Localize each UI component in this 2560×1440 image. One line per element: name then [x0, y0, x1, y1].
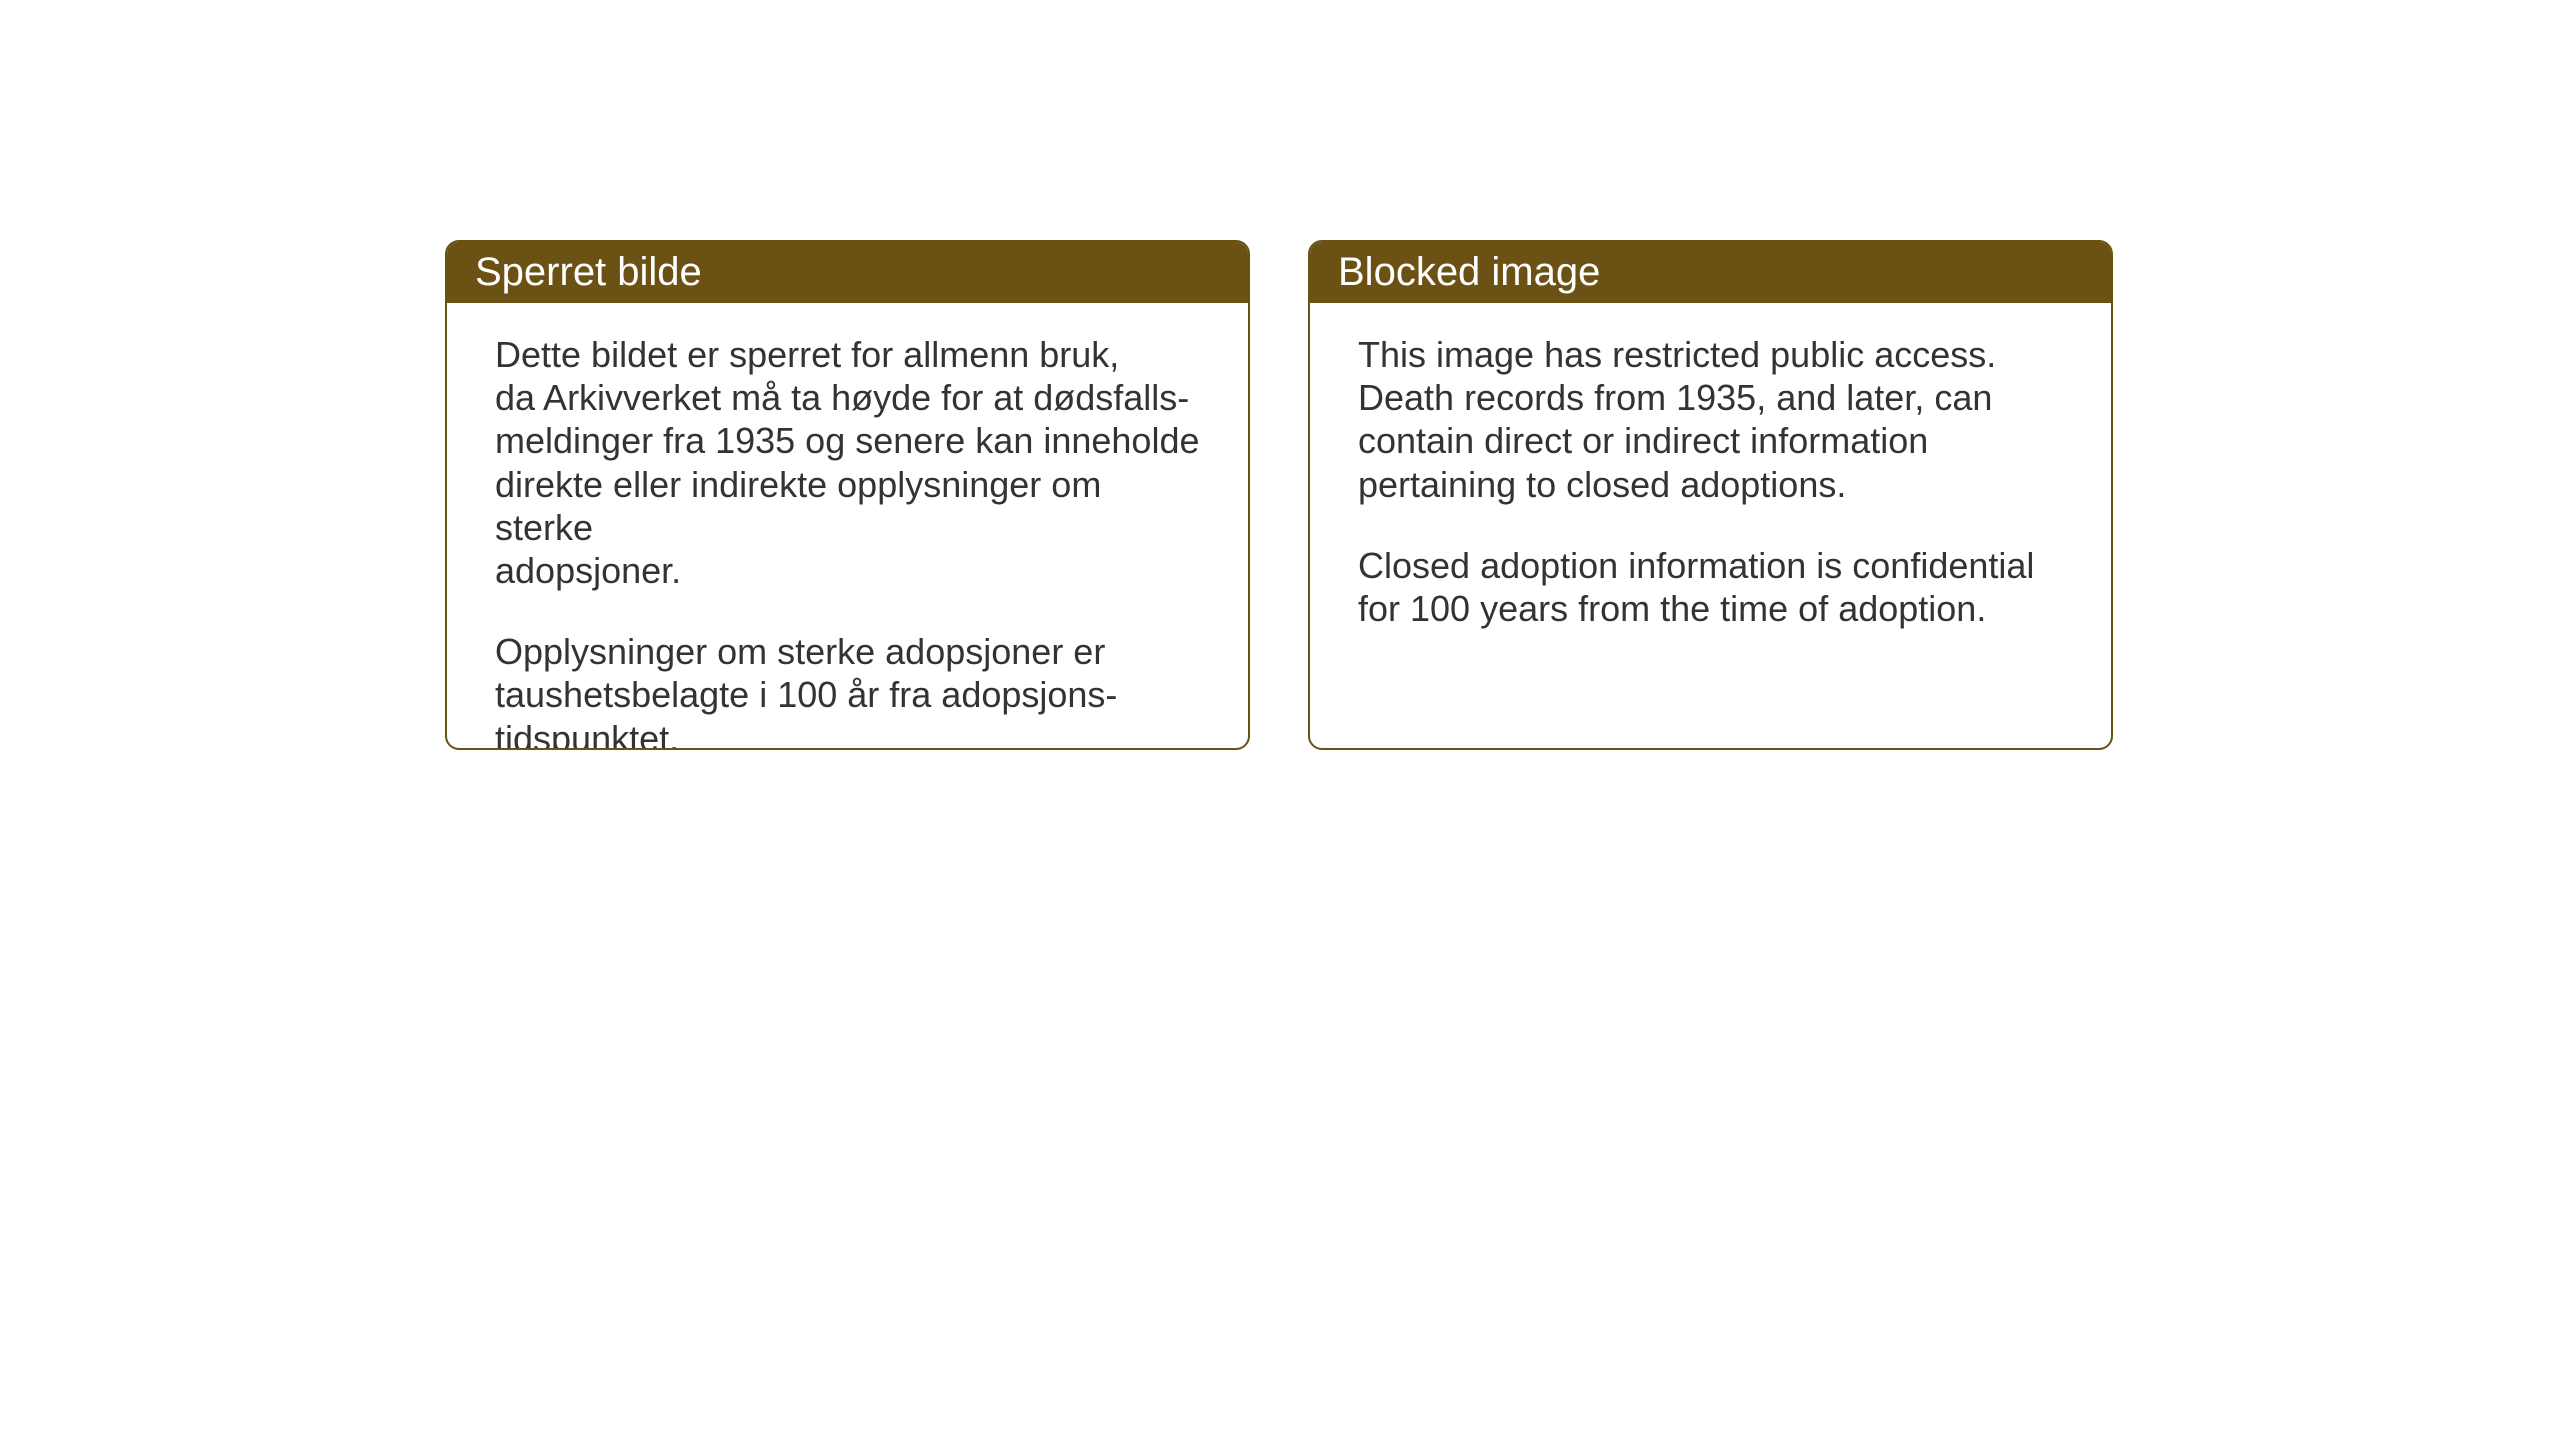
text-line: Closed adoption information is confident… — [1358, 545, 2034, 586]
text-line: tidspunktet. — [495, 718, 679, 751]
english-card: Blocked image This image has restricted … — [1308, 240, 2113, 750]
text-line: da Arkivverket må ta høyde for at dødsfa… — [495, 377, 1189, 418]
english-card-title: Blocked image — [1338, 250, 1600, 294]
text-line: contain direct or indirect information — [1358, 420, 1928, 461]
norwegian-card-title: Sperret bilde — [475, 250, 702, 294]
text-line: Opplysninger om sterke adopsjoner er — [495, 631, 1105, 672]
norwegian-card: Sperret bilde Dette bildet er sperret fo… — [445, 240, 1250, 750]
norwegian-card-header: Sperret bilde — [447, 242, 1248, 303]
text-line: This image has restricted public access. — [1358, 334, 1996, 375]
english-card-header: Blocked image — [1310, 242, 2111, 303]
text-line: adopsjoner. — [495, 550, 681, 591]
text-line: Dette bildet er sperret for allmenn bruk… — [495, 334, 1119, 375]
norwegian-card-body: Dette bildet er sperret for allmenn bruk… — [447, 303, 1248, 750]
norwegian-paragraph-2: Opplysninger om sterke adopsjoner er tau… — [495, 630, 1200, 750]
text-line: for 100 years from the time of adoption. — [1358, 588, 1986, 629]
text-line: taushetsbelagte i 100 år fra adopsjons- — [495, 674, 1117, 715]
norwegian-paragraph-1: Dette bildet er sperret for allmenn bruk… — [495, 333, 1200, 592]
text-line: pertaining to closed adoptions. — [1358, 464, 1846, 505]
english-card-body: This image has restricted public access.… — [1310, 303, 2111, 660]
cards-container: Sperret bilde Dette bildet er sperret fo… — [445, 240, 2560, 750]
text-line: direkte eller indirekte opplysninger om … — [495, 464, 1101, 548]
text-line: meldinger fra 1935 og senere kan innehol… — [495, 420, 1200, 461]
text-line: Death records from 1935, and later, can — [1358, 377, 1992, 418]
english-paragraph-1: This image has restricted public access.… — [1358, 333, 2063, 506]
english-paragraph-2: Closed adoption information is confident… — [1358, 544, 2063, 630]
